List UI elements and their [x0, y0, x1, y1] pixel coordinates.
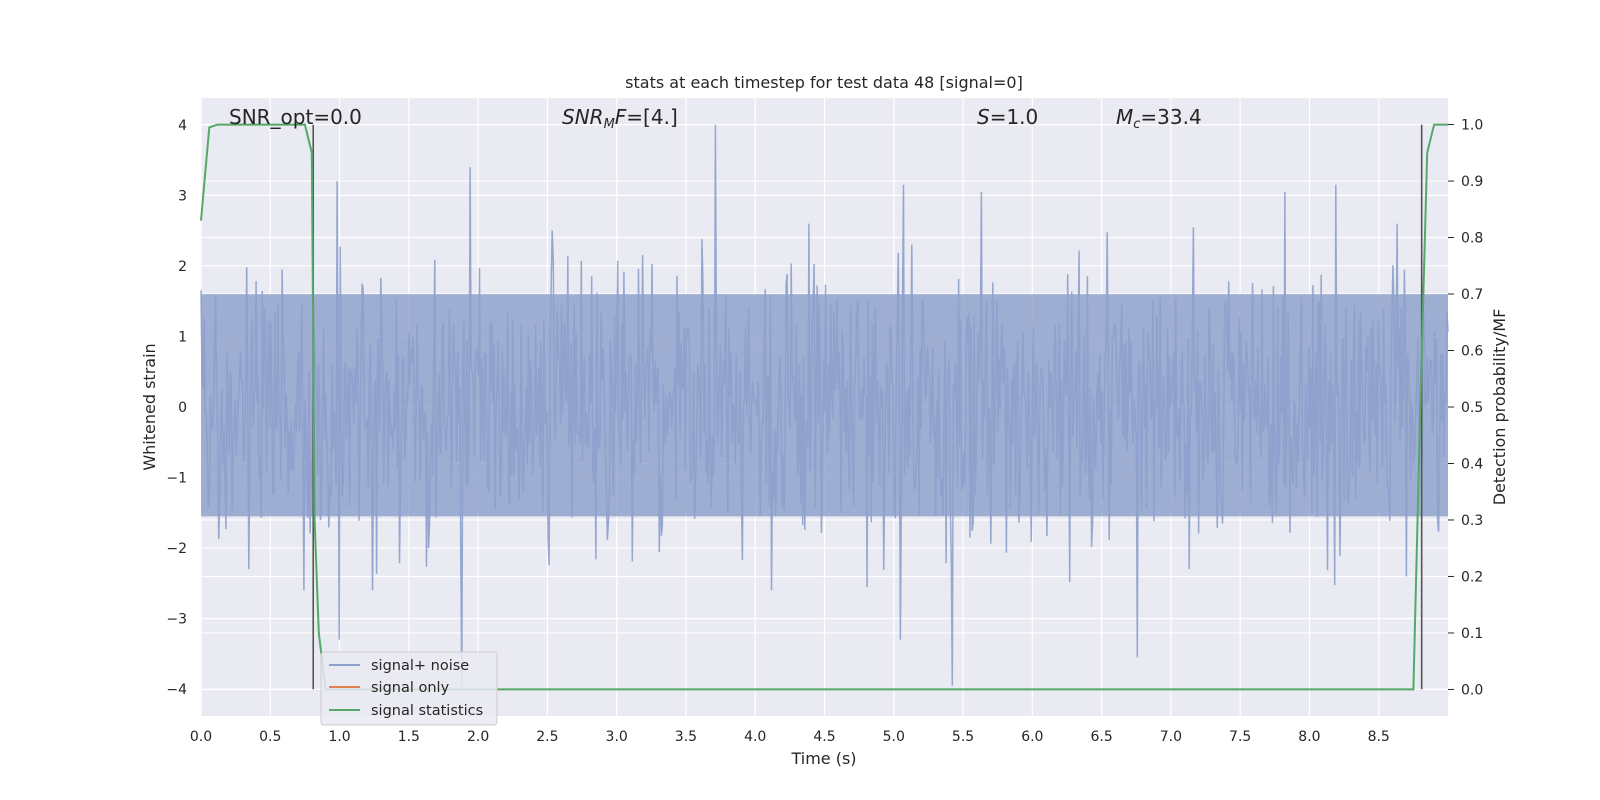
annotations: SNR_opt=0.0 SNRMF=[4.] S=1.0 Mc=33.4 [229, 105, 1202, 132]
y-right-tick-label: 0.2 [1461, 569, 1483, 585]
y-right-tick-label: 1.0 [1461, 118, 1483, 134]
y-right-tick-label: 0.4 [1461, 456, 1483, 472]
y-tick-label: 0 [178, 400, 187, 416]
x-tick-label: 2.0 [467, 729, 489, 745]
y-right-tick-label: 0.8 [1461, 231, 1483, 247]
x-tick-label: 0.5 [259, 729, 281, 745]
y-right-tick-label: 0.7 [1461, 287, 1483, 303]
y-right-tick-label: 0.9 [1461, 174, 1483, 190]
x-axis-label: Time (s) [790, 749, 856, 768]
legend-label-signal-only: signal only [371, 680, 450, 696]
y-tick-label: −4 [166, 682, 187, 698]
x-tick-label: 8.0 [1298, 729, 1320, 745]
ticks: 0.0 0.5 1.0 1.5 2.0 2.5 3.0 3.5 4.0 4.5 5.0 5.5 6.0 6… [166, 118, 1483, 745]
annotation-s: S=1.0 [977, 105, 1038, 129]
y-tick-label: 4 [178, 118, 187, 134]
x-tick-label: 2.5 [536, 729, 558, 745]
y-right-tick-label: 0.6 [1461, 344, 1483, 360]
plot-area [200, 123, 1449, 691]
y-right-tick-label: 0.0 [1461, 682, 1483, 698]
legend: signal+ noise signal only signal statist… [320, 651, 498, 726]
y-axis-label: Whitened strain [140, 343, 159, 470]
x-tick-label: 6.5 [1090, 729, 1112, 745]
y-tick-label: −1 [166, 471, 187, 487]
x-tick-label: 1.5 [398, 729, 420, 745]
y-tick-label: 3 [178, 188, 187, 204]
x-tick-label: 6.0 [1021, 729, 1043, 745]
legend-box [320, 651, 498, 726]
y-right-tick-label: 0.1 [1461, 626, 1483, 642]
x-tick-label: 1.0 [328, 729, 350, 745]
x-tick-label: 4.5 [813, 729, 835, 745]
x-tick-label: 0.0 [190, 729, 212, 745]
x-tick-label: 3.5 [675, 729, 697, 745]
x-tick-label: 4.0 [744, 729, 766, 745]
annotation-snr-mf: SNRMF=[4.] [562, 105, 678, 132]
legend-label-signal-statistics: signal statistics [371, 703, 483, 719]
annotation-mc: Mc=33.4 [1116, 105, 1202, 132]
x-tick-label: 5.5 [952, 729, 974, 745]
y-axis-right-label: Detection probability/MF [1490, 309, 1509, 506]
y-tick-label: 1 [178, 329, 187, 345]
y-right-tick-label: 0.3 [1461, 513, 1483, 529]
x-tick-label: 3.0 [606, 729, 628, 745]
x-tick-label: 7.5 [1229, 729, 1251, 745]
annotation-snr-opt: SNR_opt=0.0 [229, 105, 362, 129]
x-tick-label: 8.5 [1368, 729, 1390, 745]
legend-label-signal-noise: signal+ noise [371, 658, 469, 674]
y-tick-label: 2 [178, 259, 187, 275]
x-tick-label: 5.0 [883, 729, 905, 745]
y-tick-label: −2 [166, 541, 187, 557]
y-tick-label: −3 [166, 612, 187, 628]
y-right-tick-label: 0.5 [1461, 400, 1483, 416]
chart-title: stats at each timestep for test data 48 … [625, 73, 1023, 92]
x-tick-label: 7.0 [1160, 729, 1182, 745]
series-signal-noise [200, 124, 1449, 686]
